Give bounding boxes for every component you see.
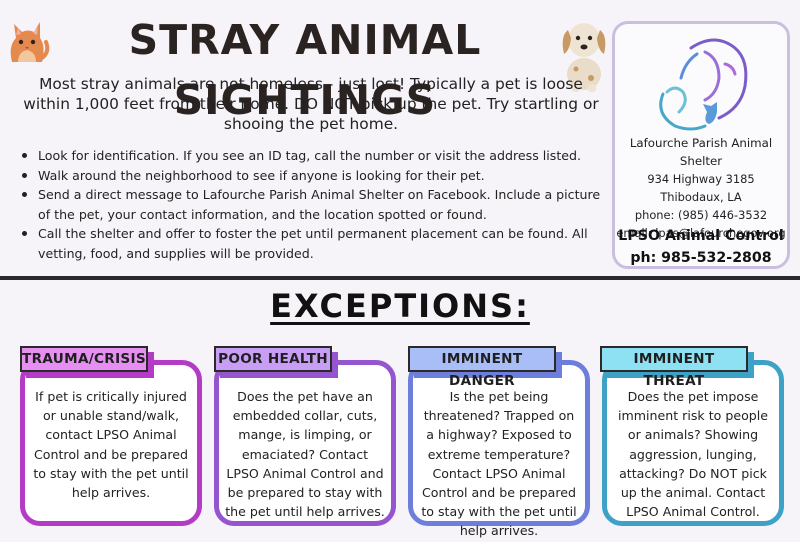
lpso-phone: ph: 985-532-2808 — [630, 250, 772, 266]
list-item: Call the shelter and offer to foster the… — [22, 224, 610, 263]
exception-card-text: Does the pet impose imminent risk to peo… — [617, 389, 769, 520]
tips-list: Look for identification. If you see an I… — [22, 146, 610, 263]
exception-card-poor-health: Does the pet have an embedded collar, cu… — [214, 360, 396, 526]
list-item: Walk around the neighborhood to see if a… — [22, 166, 610, 186]
shelter-logo-icon — [659, 38, 748, 131]
exception-label-trauma: TRAUMA/CRISIS — [20, 346, 148, 372]
list-item: Send a direct message to Lafourche Paris… — [22, 185, 610, 224]
shelter-address: 934 Highway 3185 — [647, 172, 755, 186]
dog-illustration-icon — [562, 23, 606, 92]
section-divider — [0, 276, 800, 280]
exceptions-heading: EXCEPTIONS: — [270, 287, 530, 325]
list-item: Look for identification. If you see an I… — [22, 146, 610, 166]
exception-card-imminent-threat: Does the pet impose imminent risk to peo… — [602, 360, 784, 526]
page-title: STRAY ANIMAL SIGHTINGS — [128, 16, 482, 124]
exception-card-trauma: If pet is critically injured or unable s… — [20, 360, 202, 526]
cat-illustration-icon — [10, 22, 50, 62]
exception-label-imminent-threat: IMMINENT THREAT — [600, 346, 748, 389]
exception-label-imminent-danger: IMMINENT DANGER — [408, 346, 556, 389]
exception-label-poor-health: POOR HEALTH — [214, 346, 332, 372]
exception-card-imminent-danger: Is the pet being threatened? Trapped on … — [408, 360, 590, 538]
intro-paragraph: Most stray animals are not homeless - ju… — [23, 75, 599, 133]
exception-card-text: Does the pet have an embedded collar, cu… — [225, 389, 385, 520]
exception-card-text: Is the pet being threatened? Trapped on … — [421, 389, 577, 539]
exception-card-text: If pet is critically injured or unable s… — [33, 389, 189, 501]
shelter-phone: phone: (985) 446-3532 — [634, 208, 768, 222]
shelter-email: email: lpas@lafourchegov.org — [616, 226, 786, 240]
lpso-title: LPSO Animal Control — [618, 228, 784, 244]
shelter-name: Lafourche Parish Animal Shelter — [629, 136, 773, 168]
contact-card: Lafourche Parish Animal Shelter 934 High… — [612, 21, 790, 269]
shelter-city: Thibodaux, LA — [660, 190, 742, 204]
